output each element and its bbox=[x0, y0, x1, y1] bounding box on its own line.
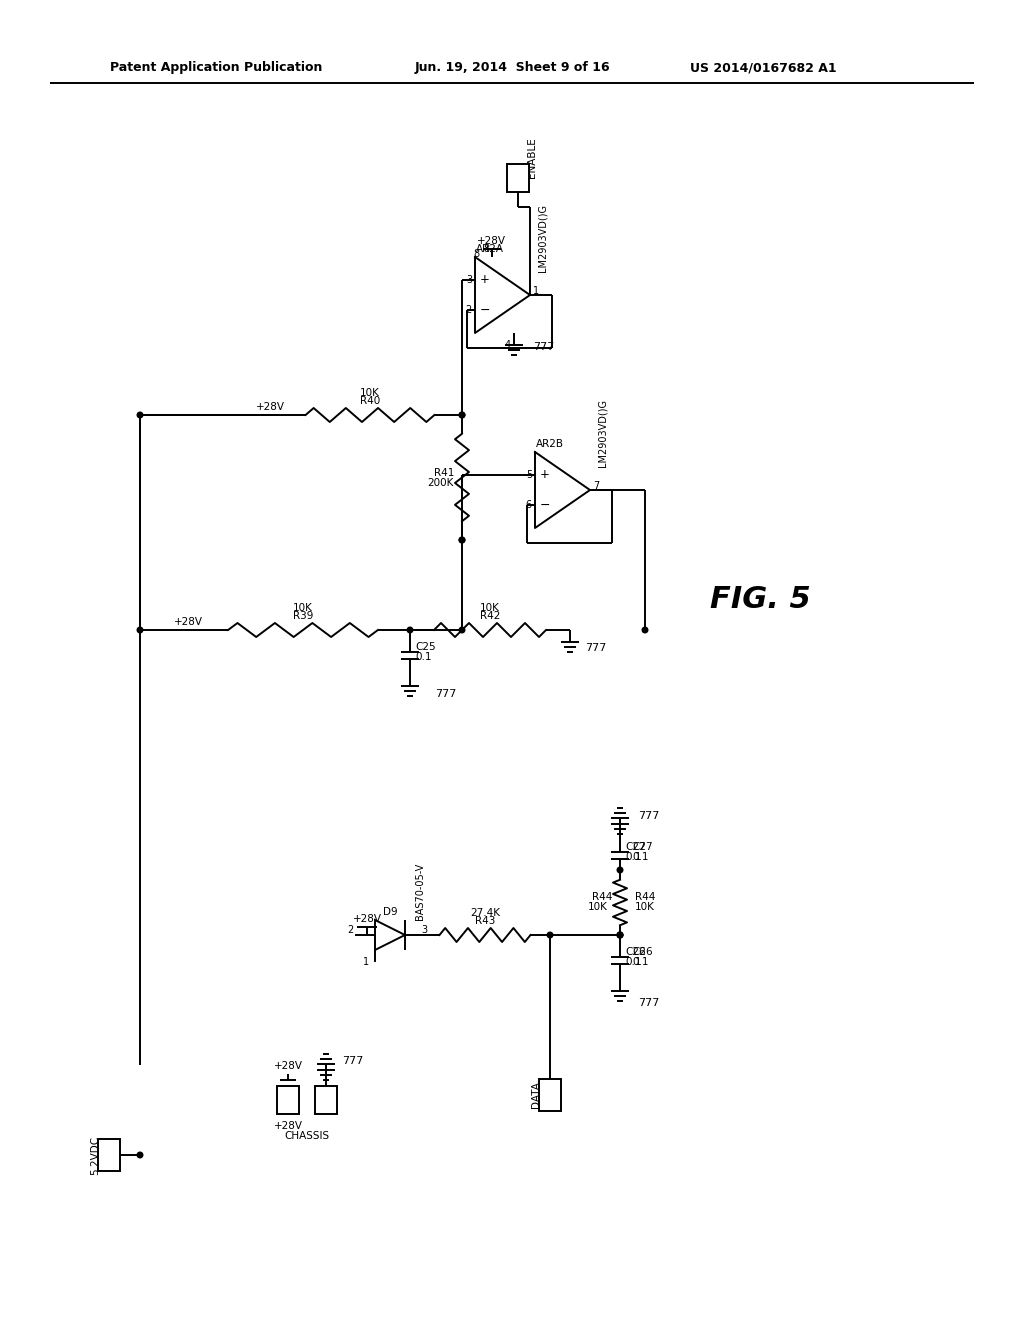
Circle shape bbox=[459, 537, 465, 543]
Text: C25: C25 bbox=[415, 642, 435, 652]
Text: R44: R44 bbox=[635, 892, 655, 903]
Text: 10K: 10K bbox=[480, 603, 500, 612]
Text: 3: 3 bbox=[466, 275, 472, 285]
Text: 10K: 10K bbox=[588, 903, 608, 912]
Text: 777: 777 bbox=[638, 998, 659, 1008]
Text: 0.1: 0.1 bbox=[415, 652, 431, 663]
Text: C26: C26 bbox=[625, 946, 645, 957]
Circle shape bbox=[408, 627, 413, 632]
Text: 777: 777 bbox=[585, 643, 606, 653]
Text: D9: D9 bbox=[383, 907, 397, 917]
Text: +28V: +28V bbox=[256, 403, 285, 412]
Text: 7: 7 bbox=[593, 480, 599, 491]
Text: +: + bbox=[480, 273, 489, 286]
Bar bbox=[315, 1086, 337, 1114]
Bar bbox=[98, 1139, 120, 1171]
Text: 0.1: 0.1 bbox=[625, 851, 641, 862]
Text: 5: 5 bbox=[525, 470, 532, 479]
Text: ENABLE: ENABLE bbox=[527, 137, 537, 178]
Text: R42: R42 bbox=[480, 611, 500, 620]
Text: DATA: DATA bbox=[531, 1081, 541, 1109]
Text: R40: R40 bbox=[359, 396, 380, 407]
Circle shape bbox=[617, 867, 623, 873]
Circle shape bbox=[459, 537, 465, 543]
Text: LM2903VD()G: LM2903VD()G bbox=[537, 205, 547, 272]
Circle shape bbox=[137, 627, 142, 632]
Bar bbox=[539, 1078, 561, 1111]
Text: +28V: +28V bbox=[477, 236, 506, 246]
Text: 0.1: 0.1 bbox=[632, 851, 648, 862]
Text: 10K: 10K bbox=[360, 388, 380, 399]
Text: R39: R39 bbox=[293, 611, 313, 620]
Text: Patent Application Publication: Patent Application Publication bbox=[110, 62, 323, 74]
Text: 27.4K: 27.4K bbox=[470, 908, 500, 917]
Bar bbox=[507, 164, 529, 191]
Circle shape bbox=[547, 932, 553, 937]
Text: FIG. 5: FIG. 5 bbox=[710, 586, 810, 615]
Text: R43: R43 bbox=[475, 916, 496, 927]
Text: CHASSIS: CHASSIS bbox=[285, 1131, 330, 1140]
Text: Jun. 19, 2014  Sheet 9 of 16: Jun. 19, 2014 Sheet 9 of 16 bbox=[415, 62, 610, 74]
Text: C26: C26 bbox=[632, 946, 652, 957]
Text: 777: 777 bbox=[534, 342, 555, 352]
Text: 2: 2 bbox=[466, 305, 472, 315]
Text: 1: 1 bbox=[534, 286, 539, 296]
Text: 5.2VDC: 5.2VDC bbox=[90, 1135, 100, 1175]
Text: C27: C27 bbox=[625, 842, 645, 851]
Text: 777: 777 bbox=[342, 1056, 364, 1067]
Text: AR2A: AR2A bbox=[476, 244, 504, 253]
Text: LM2903VD()G: LM2903VD()G bbox=[597, 399, 607, 467]
Text: −: − bbox=[540, 499, 550, 512]
Text: 777: 777 bbox=[638, 810, 659, 821]
Text: R44: R44 bbox=[592, 892, 612, 903]
Text: 0.1: 0.1 bbox=[632, 957, 648, 968]
Text: US 2014/0167682 A1: US 2014/0167682 A1 bbox=[690, 62, 837, 74]
Circle shape bbox=[617, 932, 623, 937]
Text: +28V: +28V bbox=[173, 616, 203, 627]
Bar bbox=[278, 1086, 299, 1114]
Text: 10K: 10K bbox=[635, 903, 655, 912]
Text: 777: 777 bbox=[435, 689, 457, 700]
Circle shape bbox=[617, 932, 623, 937]
Circle shape bbox=[137, 1152, 142, 1158]
Text: 1: 1 bbox=[362, 957, 369, 968]
Text: R41: R41 bbox=[434, 467, 455, 478]
Circle shape bbox=[137, 412, 142, 418]
Text: +28V: +28V bbox=[273, 1121, 302, 1131]
Text: 8: 8 bbox=[484, 244, 490, 253]
Text: 3: 3 bbox=[421, 925, 427, 935]
Circle shape bbox=[459, 627, 465, 632]
Text: AR2B: AR2B bbox=[536, 440, 564, 449]
Text: BAS70-05-V: BAS70-05-V bbox=[415, 863, 425, 920]
Circle shape bbox=[642, 627, 648, 632]
Circle shape bbox=[459, 412, 465, 418]
Text: 200K: 200K bbox=[427, 478, 454, 487]
Text: 6: 6 bbox=[526, 500, 532, 511]
Text: +28V: +28V bbox=[273, 1061, 302, 1071]
Circle shape bbox=[617, 932, 623, 937]
Text: 0.1: 0.1 bbox=[625, 957, 641, 968]
Text: −: − bbox=[480, 304, 490, 317]
Text: 8: 8 bbox=[473, 249, 479, 259]
Text: 2: 2 bbox=[347, 925, 353, 935]
Text: 10K: 10K bbox=[293, 603, 313, 612]
Text: C27: C27 bbox=[632, 842, 652, 851]
Circle shape bbox=[459, 412, 465, 418]
Text: +: + bbox=[540, 469, 550, 482]
Text: +28V: +28V bbox=[352, 913, 382, 924]
Text: 4: 4 bbox=[505, 341, 511, 350]
